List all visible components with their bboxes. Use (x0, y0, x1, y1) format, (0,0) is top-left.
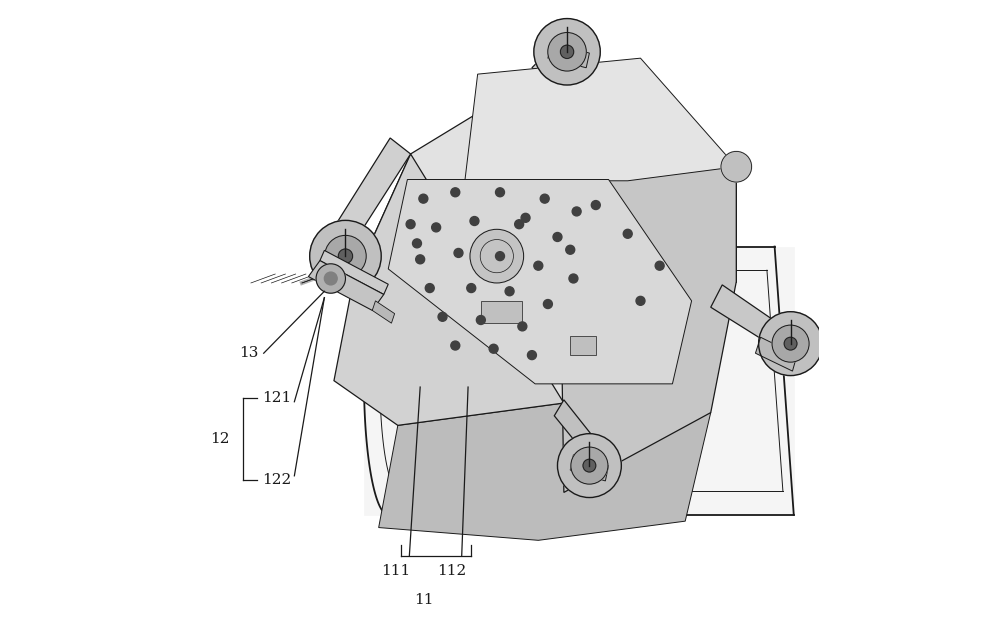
Text: 11: 11 (414, 593, 434, 607)
Circle shape (338, 249, 353, 263)
Circle shape (518, 322, 527, 331)
Polygon shape (353, 65, 736, 403)
Circle shape (623, 229, 632, 238)
Circle shape (655, 261, 664, 270)
Polygon shape (532, 42, 580, 84)
Polygon shape (372, 301, 395, 323)
Polygon shape (755, 337, 797, 371)
Circle shape (451, 188, 460, 196)
Circle shape (470, 229, 524, 283)
Circle shape (454, 248, 463, 257)
Circle shape (406, 220, 415, 228)
Circle shape (496, 188, 504, 196)
Circle shape (505, 287, 514, 296)
Circle shape (451, 341, 460, 350)
Circle shape (515, 220, 524, 228)
Polygon shape (481, 301, 522, 323)
Polygon shape (465, 58, 736, 180)
Circle shape (521, 213, 530, 222)
Polygon shape (570, 336, 596, 355)
Circle shape (496, 252, 504, 260)
Circle shape (324, 272, 337, 285)
Polygon shape (320, 250, 388, 294)
Circle shape (721, 152, 752, 182)
Circle shape (438, 312, 447, 321)
Circle shape (572, 207, 581, 216)
Circle shape (416, 255, 425, 264)
Text: 13: 13 (239, 346, 259, 360)
Text: 121: 121 (262, 391, 292, 405)
Circle shape (534, 19, 600, 85)
Polygon shape (711, 285, 794, 353)
Circle shape (569, 274, 578, 283)
Circle shape (425, 284, 434, 292)
Polygon shape (557, 65, 736, 492)
Circle shape (540, 194, 549, 203)
Circle shape (325, 236, 366, 277)
Circle shape (560, 45, 574, 58)
Circle shape (636, 296, 645, 305)
Circle shape (566, 245, 575, 254)
Circle shape (470, 216, 479, 225)
Polygon shape (364, 246, 794, 515)
Text: 111: 111 (381, 564, 410, 578)
Circle shape (316, 264, 345, 293)
Polygon shape (379, 403, 711, 540)
Circle shape (489, 344, 498, 353)
Circle shape (553, 232, 562, 241)
Circle shape (772, 325, 809, 362)
Polygon shape (548, 44, 589, 68)
Circle shape (591, 200, 600, 209)
Polygon shape (570, 455, 609, 481)
Circle shape (534, 261, 543, 270)
Text: 122: 122 (262, 473, 292, 486)
Polygon shape (308, 260, 384, 310)
Circle shape (759, 312, 822, 376)
Polygon shape (326, 262, 371, 291)
Circle shape (467, 284, 476, 292)
Circle shape (413, 239, 421, 248)
Circle shape (557, 434, 621, 497)
Circle shape (548, 33, 586, 71)
Text: 112: 112 (437, 564, 467, 578)
Circle shape (784, 337, 797, 350)
Circle shape (476, 316, 485, 324)
Polygon shape (554, 400, 596, 458)
Circle shape (543, 300, 552, 308)
Circle shape (310, 220, 381, 292)
Polygon shape (334, 154, 564, 426)
Polygon shape (388, 179, 692, 384)
Text: 12: 12 (210, 432, 230, 446)
Circle shape (419, 194, 428, 203)
Polygon shape (320, 138, 411, 266)
Circle shape (527, 351, 536, 360)
Circle shape (571, 447, 608, 484)
Circle shape (583, 460, 596, 472)
Circle shape (432, 223, 441, 232)
